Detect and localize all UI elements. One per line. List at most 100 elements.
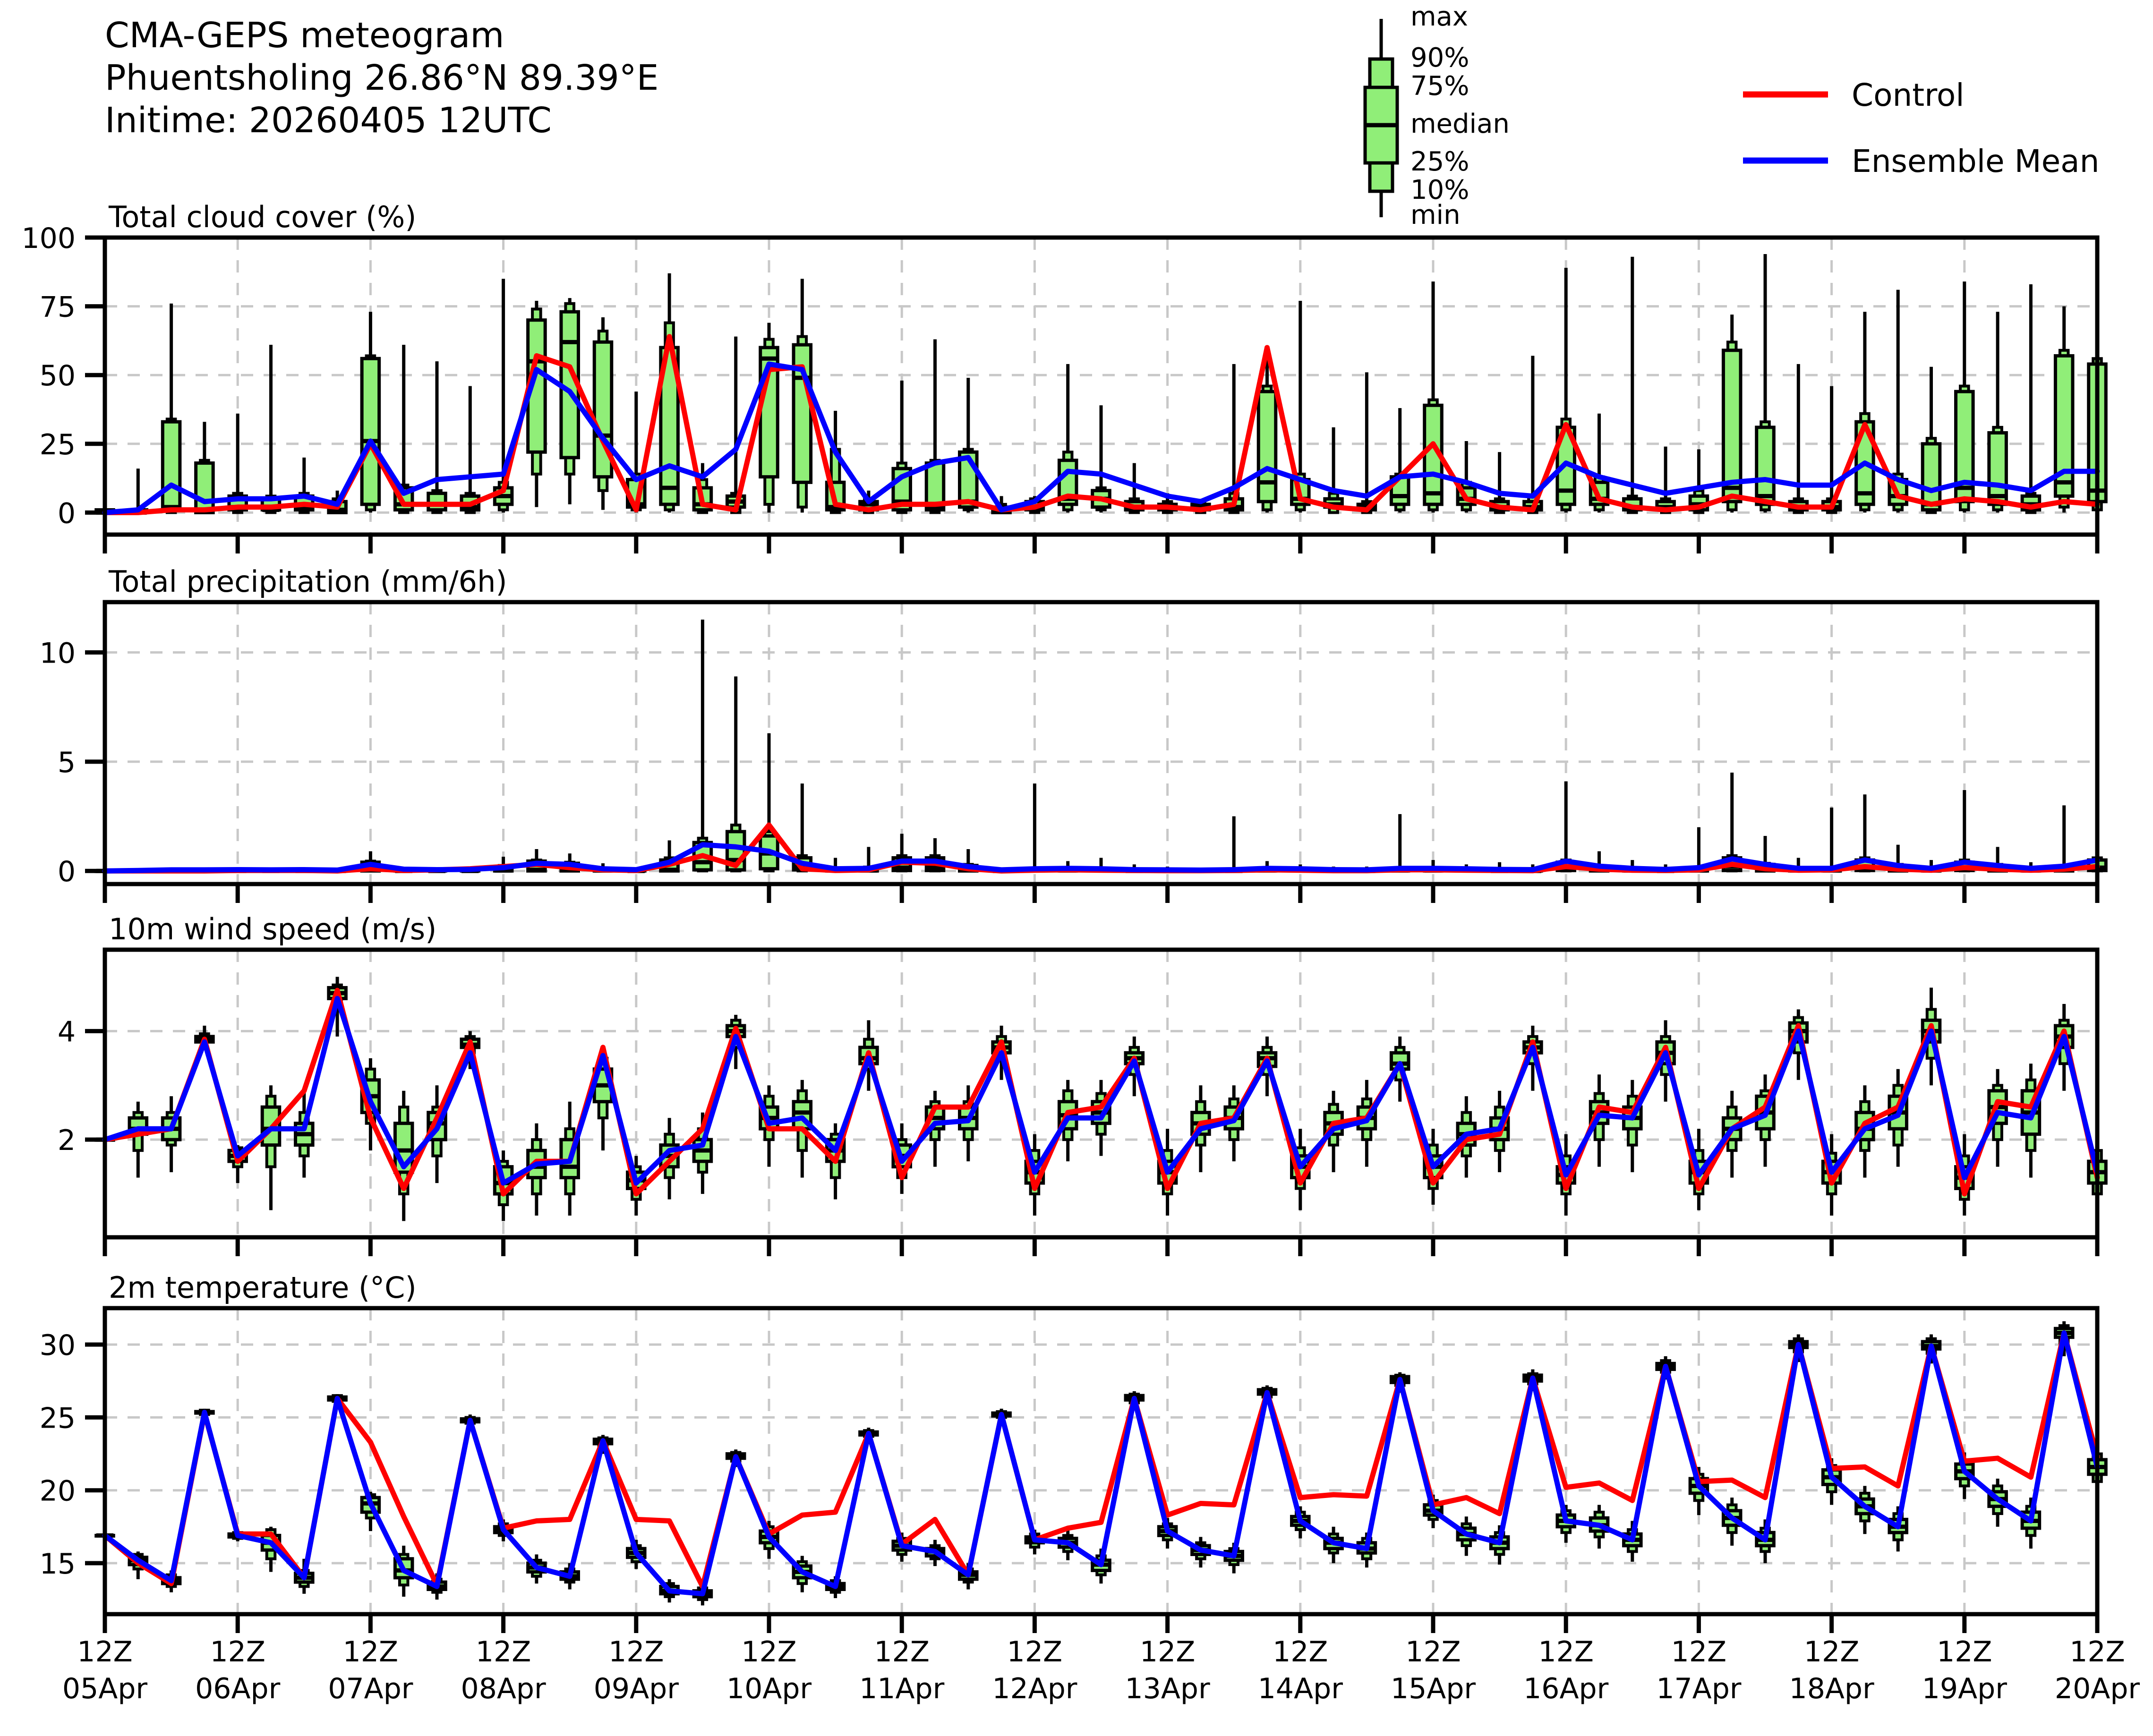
ytick-label: 30 [40, 1329, 76, 1362]
panel-title-3: 10m wind speed (m/s) [109, 912, 436, 946]
boxplot [1954, 281, 1975, 513]
xtick-hour: 12Z [1804, 1635, 1859, 1668]
panel-2: Total precipitation (mm/6h) 0 5 10 [40, 564, 2108, 903]
xtick-hour: 12Z [608, 1635, 664, 1668]
ytick-label: 5 [58, 746, 76, 779]
ytick-label: 4 [58, 1015, 76, 1048]
panel-frame-2 [103, 600, 2100, 886]
xtick-date: 20Apr [2055, 1672, 2140, 1705]
boxplot [958, 378, 979, 513]
legend-label-median: median [1410, 109, 1510, 139]
xtick-hour: 12Z [1538, 1635, 1593, 1668]
panel-title-4: 2m temperature (°C) [109, 1270, 417, 1305]
boxplot [260, 345, 282, 514]
xtick-date: 17Apr [1656, 1672, 1741, 1705]
boxplot [1555, 268, 1576, 513]
panel-frame-1 [103, 235, 2100, 537]
ensemble-mean-line-p3 [102, 996, 2100, 1186]
boxplot [1788, 364, 1809, 514]
boxplot [2020, 284, 2042, 514]
xtick-date: 19Apr [1922, 1672, 2007, 1705]
xtick-date: 07Apr [328, 1672, 413, 1705]
xtick-date: 16Apr [1523, 1672, 1608, 1705]
xtick-hour: 12Z [741, 1635, 796, 1668]
boxplot [1987, 312, 2008, 513]
panel-3: 10m wind speed (m/s) 2 4 [58, 912, 2108, 1256]
boxplot [1389, 814, 1410, 873]
control-line-p3 [102, 987, 2100, 1197]
boxplot [1622, 256, 1643, 514]
ytick-label: 2 [58, 1124, 76, 1157]
xtick-date: 10Apr [726, 1672, 812, 1705]
xtick-date: 15Apr [1391, 1672, 1476, 1705]
boxplot [692, 620, 713, 873]
boxplot [1821, 808, 1842, 873]
ytick-label: 25 [40, 428, 76, 461]
xtick-hour: 12Z [1140, 1635, 1195, 1668]
xtick-date: 11Apr [859, 1672, 944, 1705]
ensemble-mean-line-p1 [102, 361, 2100, 515]
xtick-hour: 12Z [874, 1635, 929, 1668]
boxplot [725, 676, 746, 873]
legend-label-90pct: 90% [1410, 43, 1469, 73]
boxplot [161, 303, 182, 514]
boxplot [526, 300, 547, 507]
xtick-date: 09Apr [594, 1672, 679, 1705]
xtick-hour: 12Z [1671, 1635, 1726, 1668]
boxplot [2020, 1064, 2042, 1178]
boxplot [1854, 312, 1875, 513]
xtick-date: 13Apr [1125, 1672, 1210, 1705]
boxplot [1389, 408, 1410, 513]
boxplot [1223, 816, 1244, 873]
control-line-p1 [102, 334, 2100, 515]
legend-label-75pct: 75% [1410, 71, 1469, 102]
boxplot [2053, 805, 2075, 873]
panel-frame-3 [103, 947, 2100, 1240]
boxplot [891, 380, 912, 514]
panel-title-2: Total precipitation (mm/6h) [108, 564, 507, 599]
xtick-hour: 12Z [2069, 1635, 2125, 1668]
boxplot [1323, 427, 1344, 514]
xtick-hour: 12Z [1273, 1635, 1328, 1668]
panel-title-1: Total cloud cover (%) [108, 200, 416, 234]
boxplot [260, 1085, 282, 1210]
legend-ensemble-label: Ensemble Mean [1852, 143, 2099, 179]
boxplot [460, 386, 481, 514]
panel-1: Total cloud cover (%) 0 25 50 75 100 [21, 200, 2108, 553]
legend: max 90%75% median 25%10%min Control Ensemble … [1363, 1, 2099, 230]
ytick-label: 15 [40, 1548, 76, 1581]
xtick-date: 05Apr [62, 1672, 147, 1705]
boxplot [493, 279, 514, 513]
boxplot [194, 422, 215, 514]
xtick-date: 18Apr [1789, 1672, 1874, 1705]
boxplot [924, 339, 946, 514]
xtick-date: 06Apr [195, 1672, 280, 1705]
ensemble-mean-line-p4 [102, 1330, 2100, 1597]
boxplot [1024, 783, 1045, 873]
panel-4: 2m temperature (°C) 15 20 25 30 [40, 1270, 2108, 1633]
xtick-hour: 12Z [1007, 1635, 1062, 1668]
ytick-label: 100 [21, 222, 76, 255]
xtick-hour: 12Z [476, 1635, 531, 1668]
boxplot [1655, 446, 1676, 514]
xtick-hour: 12Z [1937, 1635, 1992, 1668]
boxplot [1057, 364, 1078, 513]
title-line-3: Initime: 20260405 12UTC [105, 100, 552, 141]
xtick-date: 12Apr [992, 1672, 1077, 1705]
xtick-date: 08Apr [461, 1672, 546, 1705]
legend-label-25pct: 25% [1410, 146, 1469, 177]
ytick-label: 25 [40, 1402, 76, 1435]
legend-label-min: min [1410, 200, 1461, 230]
boxplot [1755, 254, 1776, 513]
ytick-label: 0 [58, 497, 76, 530]
boxplot [1555, 781, 1576, 873]
boxplot [1721, 315, 1743, 513]
ytick-label: 75 [40, 291, 76, 324]
xtick-hour: 12Z [343, 1635, 398, 1668]
title-line-1: CMA-GEPS meteogram [105, 15, 504, 56]
boxplot [1622, 1080, 1643, 1173]
ensemble-mean-line-p2 [102, 842, 2100, 874]
boxplot [1256, 353, 1278, 513]
